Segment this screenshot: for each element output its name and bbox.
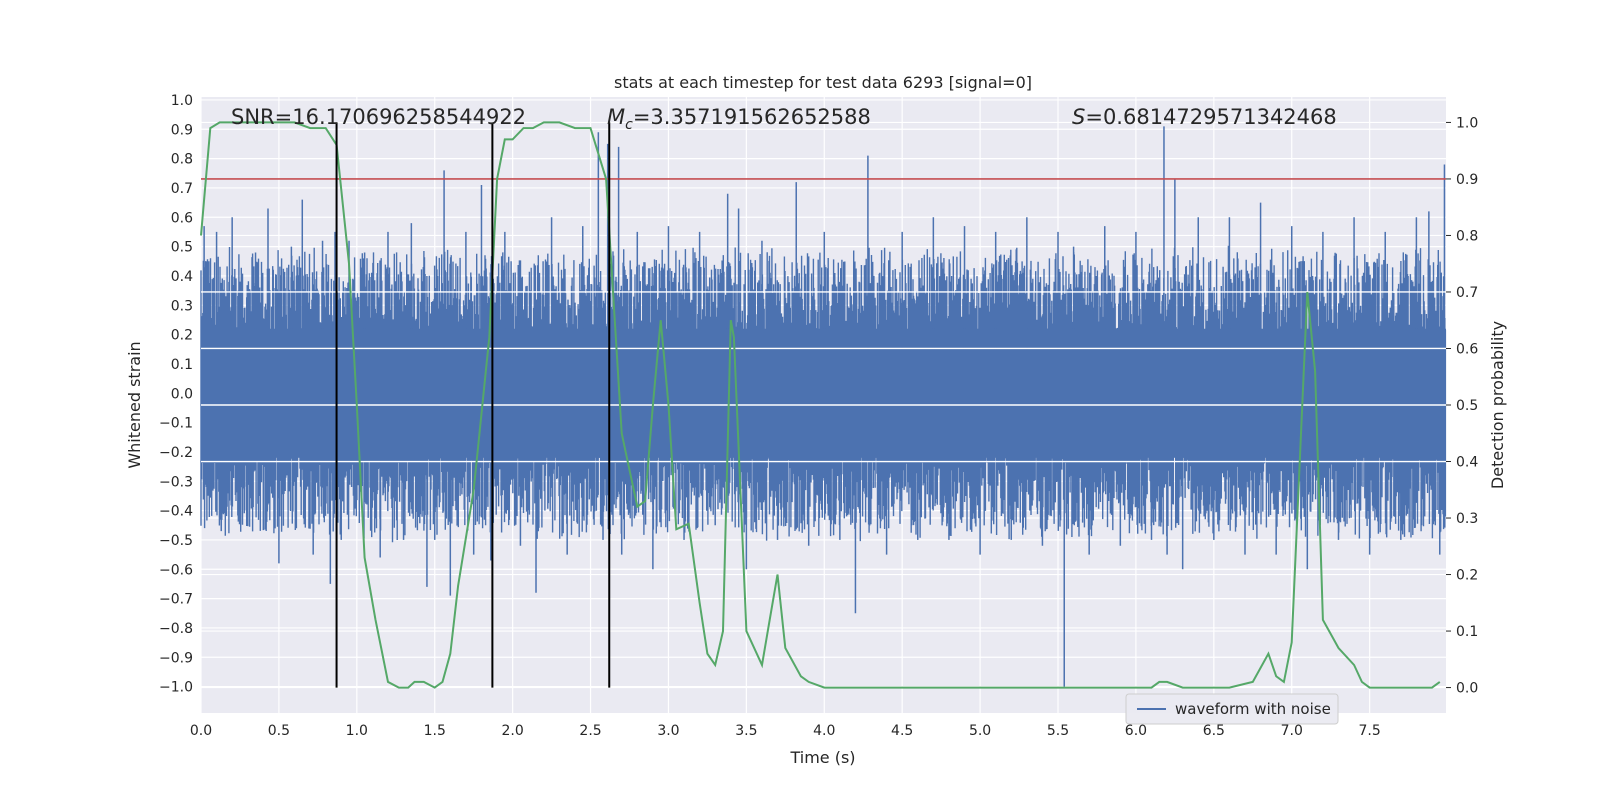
- x-tick-label: 0.0: [190, 723, 212, 739]
- y-right-axis-ticks: 0.0 0.1 0.2 0.3 0.4 0.5 0.6 0.7 0.8 0.9 1.0: [1446, 115, 1478, 697]
- y-left-tick-label: 0.3: [171, 298, 193, 314]
- x-tick-label: 5.5: [1047, 723, 1069, 739]
- x-tick-label: 1.5: [424, 723, 446, 739]
- legend: waveform with noise: [1125, 693, 1339, 725]
- y-left-tick-label: −0.9: [159, 650, 193, 666]
- legend-box: [1125, 693, 1339, 725]
- y-right-tick-label: 0.9: [1456, 172, 1478, 188]
- y-left-tick-label: −0.7: [159, 592, 193, 608]
- y-left-tick-label: −0.5: [159, 533, 193, 549]
- s-symbol: S: [1072, 105, 1085, 129]
- x-tick-label: 7.0: [1281, 723, 1303, 739]
- x-tick-label: 2.5: [579, 723, 601, 739]
- y-right-tick-label: 0.7: [1456, 285, 1478, 301]
- y-left-tick-label: 0.0: [171, 386, 193, 402]
- snr-annotation: SNR=16.170696258544922: [231, 105, 526, 129]
- vertical-markers: [335, 122, 611, 688]
- y-left-tick-label: 0.8: [171, 152, 193, 168]
- x-tick-label: 6.0: [1125, 723, 1147, 739]
- y-left-tick-label: 0.7: [171, 181, 193, 197]
- x-tick-label: 2.0: [502, 723, 524, 739]
- waveform-series: [200, 126, 1447, 687]
- y-left-tick-label: 0.5: [171, 240, 193, 256]
- x-tick-label: 3.5: [735, 723, 757, 739]
- chart-title: stats at each timestep for test data 629…: [614, 73, 1032, 92]
- x-tick-label: 0.5: [268, 723, 290, 739]
- y-left-tick-label: 1.0: [171, 93, 193, 109]
- probability-line: [200, 121, 1441, 689]
- waveform-core-band: [201, 328, 1446, 458]
- x-tick-label: 1.0: [346, 723, 368, 739]
- y-right-tick-label: 0.2: [1456, 568, 1478, 584]
- x-tick-label: 4.5: [891, 723, 913, 739]
- x-axis-ticks: 0.0 0.5 1.0 1.5 2.0 2.5 3.0 3.5 4.0 4.5 5.0 5.5 6.0 6…: [190, 723, 1381, 739]
- mc-subscript: c: [625, 117, 633, 133]
- s-annotation: S=0.6814729571342468: [1072, 105, 1337, 129]
- x-tick-label: 4.0: [813, 723, 835, 739]
- mc-value: =3.357191562652588: [633, 105, 871, 129]
- y-right-tick-label: 1.0: [1456, 115, 1478, 131]
- s-value: =0.6814729571342468: [1085, 105, 1336, 129]
- chirp-mass-annotation: Mc=3.357191562652588: [607, 105, 871, 133]
- y-left-tick-label: −0.3: [159, 474, 193, 490]
- y-left-tick-label: −0.8: [159, 621, 193, 637]
- y-right-tick-label: 0.5: [1456, 398, 1478, 414]
- y-left-tick-label: 0.2: [171, 328, 193, 344]
- detection-probability-series: [200, 121, 1441, 689]
- y-left-tick-label: 0.6: [171, 210, 193, 226]
- y-right-tick-label: 0.6: [1456, 341, 1478, 357]
- y-right-axis-label: Detection probability: [1488, 321, 1507, 489]
- x-axis-label: Time (s): [789, 748, 855, 767]
- y-right-tick-label: 0.4: [1456, 455, 1478, 471]
- y-left-axis-ticks: −1.0 −0.9 −0.8 −0.7 −0.6 −0.5 −0.4 −0.3 −0.2 −0.1…: [159, 93, 193, 696]
- y-right-tick-label: 0.3: [1456, 511, 1478, 527]
- y-left-tick-label: 0.4: [171, 269, 193, 285]
- x-tick-label: 6.5: [1203, 723, 1225, 739]
- y-right-tick-label: 0.0: [1456, 681, 1478, 697]
- y-left-tick-label: −0.6: [159, 562, 193, 578]
- mc-symbol: M: [607, 105, 625, 129]
- y-left-tick-label: 0.1: [171, 357, 193, 373]
- y-left-axis-label: Whitened strain: [125, 341, 144, 468]
- y-right-tick-label: 0.1: [1456, 624, 1478, 640]
- y-left-tick-label: −0.1: [159, 416, 193, 432]
- y-left-tick-label: −0.4: [159, 504, 193, 520]
- x-tick-label: 7.5: [1359, 723, 1381, 739]
- y-left-tick-label: 0.9: [171, 122, 193, 138]
- y-right-tick-label: 0.8: [1456, 228, 1478, 244]
- legend-label-waveform: waveform with noise: [1175, 700, 1331, 718]
- x-tick-label: 3.0: [657, 723, 679, 739]
- x-tick-label: 5.0: [969, 723, 991, 739]
- y-left-tick-label: −1.0: [159, 680, 193, 696]
- y-left-tick-label: −0.2: [159, 445, 193, 461]
